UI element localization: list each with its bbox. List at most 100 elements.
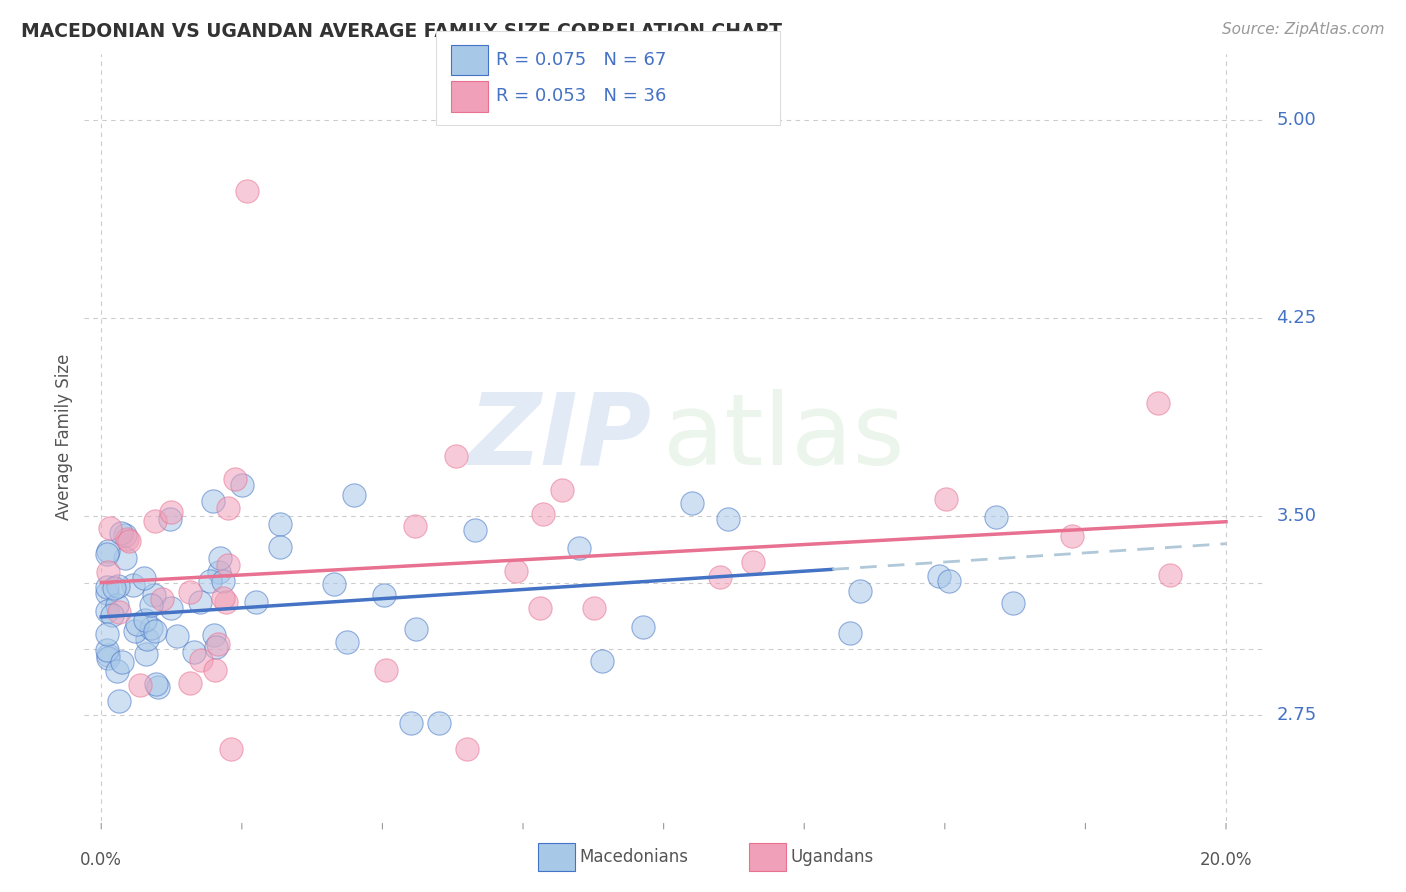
Point [208, 565, 231, 579]
Point [110, 525, 132, 540]
Y-axis label: Average Family Size: Average Family Size [55, 354, 73, 520]
Point [245, 595, 267, 609]
Point [399, 715, 422, 730]
Point [456, 742, 478, 756]
Point [125, 617, 148, 632]
Point [204, 663, 226, 677]
Point [100, 608, 122, 623]
Point [142, 588, 165, 602]
Point [198, 574, 221, 588]
Point [236, 184, 259, 198]
Point [343, 488, 366, 502]
Point [591, 654, 613, 668]
Point [96, 547, 118, 561]
Point [141, 599, 163, 613]
Point [159, 512, 181, 526]
Point [97, 565, 120, 579]
Text: 4.25: 4.25 [1277, 309, 1317, 327]
Point [190, 595, 212, 609]
Text: 3.50: 3.50 [1277, 508, 1316, 525]
Text: ZIP: ZIP [468, 389, 651, 485]
Point [190, 653, 212, 667]
Point [96, 604, 118, 618]
Point [132, 571, 155, 585]
Point [214, 595, 236, 609]
Point [97, 648, 120, 662]
Point [150, 592, 173, 607]
Text: 5.00: 5.00 [1277, 111, 1316, 128]
Point [717, 512, 740, 526]
Text: atlas: atlas [664, 389, 904, 485]
Point [96, 580, 118, 594]
Point [464, 523, 486, 537]
Point [105, 598, 128, 612]
Point [115, 533, 138, 547]
Point [105, 664, 128, 678]
Point [183, 645, 205, 659]
Point [96, 585, 118, 599]
Point [849, 583, 872, 598]
Point [211, 591, 233, 606]
Text: MACEDONIAN VS UGANDAN AVERAGE FAMILY SIZE CORRELATION CHART: MACEDONIAN VS UGANDAN AVERAGE FAMILY SIZ… [21, 22, 782, 41]
Point [838, 625, 860, 640]
Point [1060, 529, 1083, 543]
Point [217, 500, 239, 515]
Point [141, 621, 163, 635]
Point [531, 507, 554, 521]
Point [160, 505, 183, 519]
Point [935, 492, 957, 507]
Point [179, 676, 201, 690]
Point [1147, 396, 1170, 410]
Text: Macedonians: Macedonians [579, 848, 689, 866]
Point [219, 742, 242, 756]
Text: 0.0%: 0.0% [80, 851, 122, 869]
Point [323, 577, 346, 591]
Point [124, 624, 146, 639]
Point [927, 568, 949, 582]
Point [122, 578, 145, 592]
Point [97, 650, 120, 665]
Point [529, 601, 551, 615]
Text: Source: ZipAtlas.com: Source: ZipAtlas.com [1222, 22, 1385, 37]
Point [551, 483, 574, 497]
Point [201, 493, 224, 508]
Point [129, 678, 152, 692]
Point [373, 589, 395, 603]
Point [269, 541, 291, 555]
Point [269, 517, 291, 532]
Point [146, 681, 169, 695]
Point [375, 663, 398, 677]
Text: R = 0.053   N = 36: R = 0.053 N = 36 [496, 87, 666, 105]
Point [505, 564, 527, 578]
Point [224, 472, 246, 486]
Point [631, 620, 654, 634]
Point [114, 528, 136, 542]
Point [582, 601, 605, 615]
Point [134, 614, 156, 628]
Point [145, 624, 167, 639]
Point [114, 551, 136, 566]
Point [336, 635, 359, 649]
Point [97, 544, 120, 558]
Point [166, 629, 188, 643]
Point [209, 550, 232, 565]
Text: 2.75: 2.75 [1277, 706, 1317, 723]
Point [107, 579, 129, 593]
Point [160, 601, 183, 615]
Point [98, 521, 121, 535]
Point [444, 449, 467, 463]
Point [231, 477, 253, 491]
Text: 20.0%: 20.0% [1199, 851, 1253, 869]
Point [681, 496, 703, 510]
Text: R = 0.075   N = 67: R = 0.075 N = 67 [496, 51, 666, 69]
Point [709, 570, 731, 584]
Point [103, 581, 125, 595]
Point [118, 534, 141, 549]
Point [568, 541, 591, 556]
Point [1001, 596, 1024, 610]
Point [741, 555, 763, 569]
Point [427, 715, 450, 730]
Point [96, 627, 118, 641]
Point [108, 694, 131, 708]
Point [217, 558, 239, 572]
